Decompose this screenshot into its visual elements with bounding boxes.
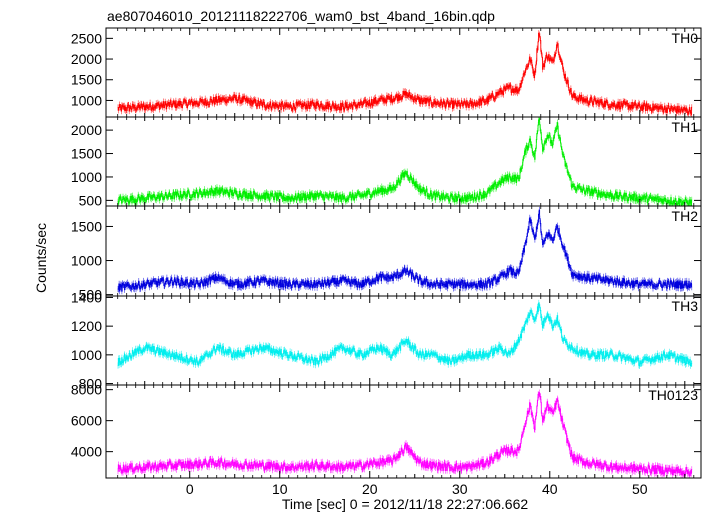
y-tick-label: 2000 [71, 51, 102, 67]
series-line [117, 392, 693, 477]
series-th1 [117, 117, 693, 206]
series-th2 [117, 206, 693, 295]
panel-th0123: 4000 6000 8000 TH0123 [71, 382, 702, 479]
y-tick-label: 6000 [71, 413, 102, 429]
series-line [117, 32, 693, 116]
series-label-th0123: TH0123 [648, 387, 698, 403]
y-tick-label: 4000 [71, 444, 102, 460]
panel-th3: 800 1000 1200 1400 TH3 [71, 289, 702, 392]
y-tick-label: 500 [79, 287, 103, 303]
panel-th0: 1000 1500 2000 2500 TH0 [71, 27, 702, 118]
y-tick-label: 1500 [71, 218, 102, 234]
x-tick-label: 50 [632, 481, 648, 497]
y-tick-label: 1200 [71, 318, 102, 334]
y-tick-label: 1400 [71, 289, 102, 305]
series-label-th3: TH3 [672, 298, 699, 314]
series-th0 [117, 30, 693, 117]
y-tick-label: 1000 [71, 169, 102, 185]
y-tick-label: 2000 [71, 122, 102, 138]
y-tick-label: 500 [79, 192, 103, 208]
series-th0123 [117, 389, 693, 478]
series-label-th0: TH0 [672, 30, 699, 46]
y-tick-label: 1000 [71, 253, 102, 269]
error-bars [117, 389, 693, 478]
y-tick-label: 8000 [71, 382, 102, 398]
x-axis-label: Time [sec] 0 = 2012/11/18 22:27:06.662 [282, 496, 529, 512]
x-tick-label: 10 [272, 481, 288, 497]
panel-frame [105, 384, 702, 479]
y-tick-label: 1000 [71, 92, 102, 108]
x-tick-label: 0 [186, 481, 194, 497]
chart-title: ae807046010_20121118222706_wam0_bst_4ban… [107, 8, 495, 24]
panel-th1: 500 1000 1500 2000 TH1 [71, 116, 702, 208]
y-tick-label: 1500 [71, 72, 102, 88]
y-axis-label: Counts/sec [33, 223, 49, 293]
x-tick-label: 30 [452, 481, 468, 497]
series-line [117, 209, 693, 292]
x-tick-label: 20 [362, 481, 378, 497]
series-line [117, 118, 693, 206]
series-label-th2: TH2 [672, 208, 699, 224]
series-th3 [117, 299, 693, 369]
x-tick-label: 40 [542, 481, 558, 497]
y-tick-label: 800 [79, 376, 103, 392]
y-tick-label: 2500 [71, 30, 102, 46]
y-tick-label: 1500 [71, 146, 102, 162]
series-line [117, 302, 693, 367]
y-tick-label: 1000 [71, 347, 102, 363]
series-label-th1: TH1 [672, 119, 699, 135]
panel-th2: 500 1000 1500 TH2 [71, 205, 702, 303]
panel-frame [105, 205, 702, 297]
